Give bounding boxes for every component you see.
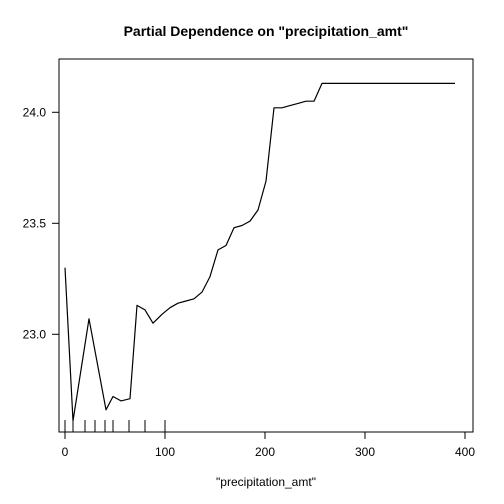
x-tick-label: 300: [355, 445, 375, 459]
y-axis: 23.0 23.5 24.0: [23, 105, 59, 341]
y-tick-label: 23.5: [23, 216, 47, 230]
plot-box: [58, 58, 474, 433]
series-line: [64, 82, 455, 422]
rug-marks: [64, 420, 166, 432]
x-tick-label: 100: [155, 445, 175, 459]
y-tick-label: 24.0: [23, 105, 47, 119]
x-axis-label: "precipitation_amt": [216, 475, 316, 489]
x-tick-label: 400: [455, 445, 475, 459]
x-axis: 0 100 200 300 400: [62, 432, 475, 459]
y-tick-label: 23.0: [23, 327, 47, 341]
chart-title: Partial Dependence on "precipitation_amt…: [124, 23, 409, 39]
x-tick-label: 200: [255, 445, 275, 459]
series-line-group: [64, 82, 455, 422]
x-tick-label: 0: [62, 445, 69, 459]
